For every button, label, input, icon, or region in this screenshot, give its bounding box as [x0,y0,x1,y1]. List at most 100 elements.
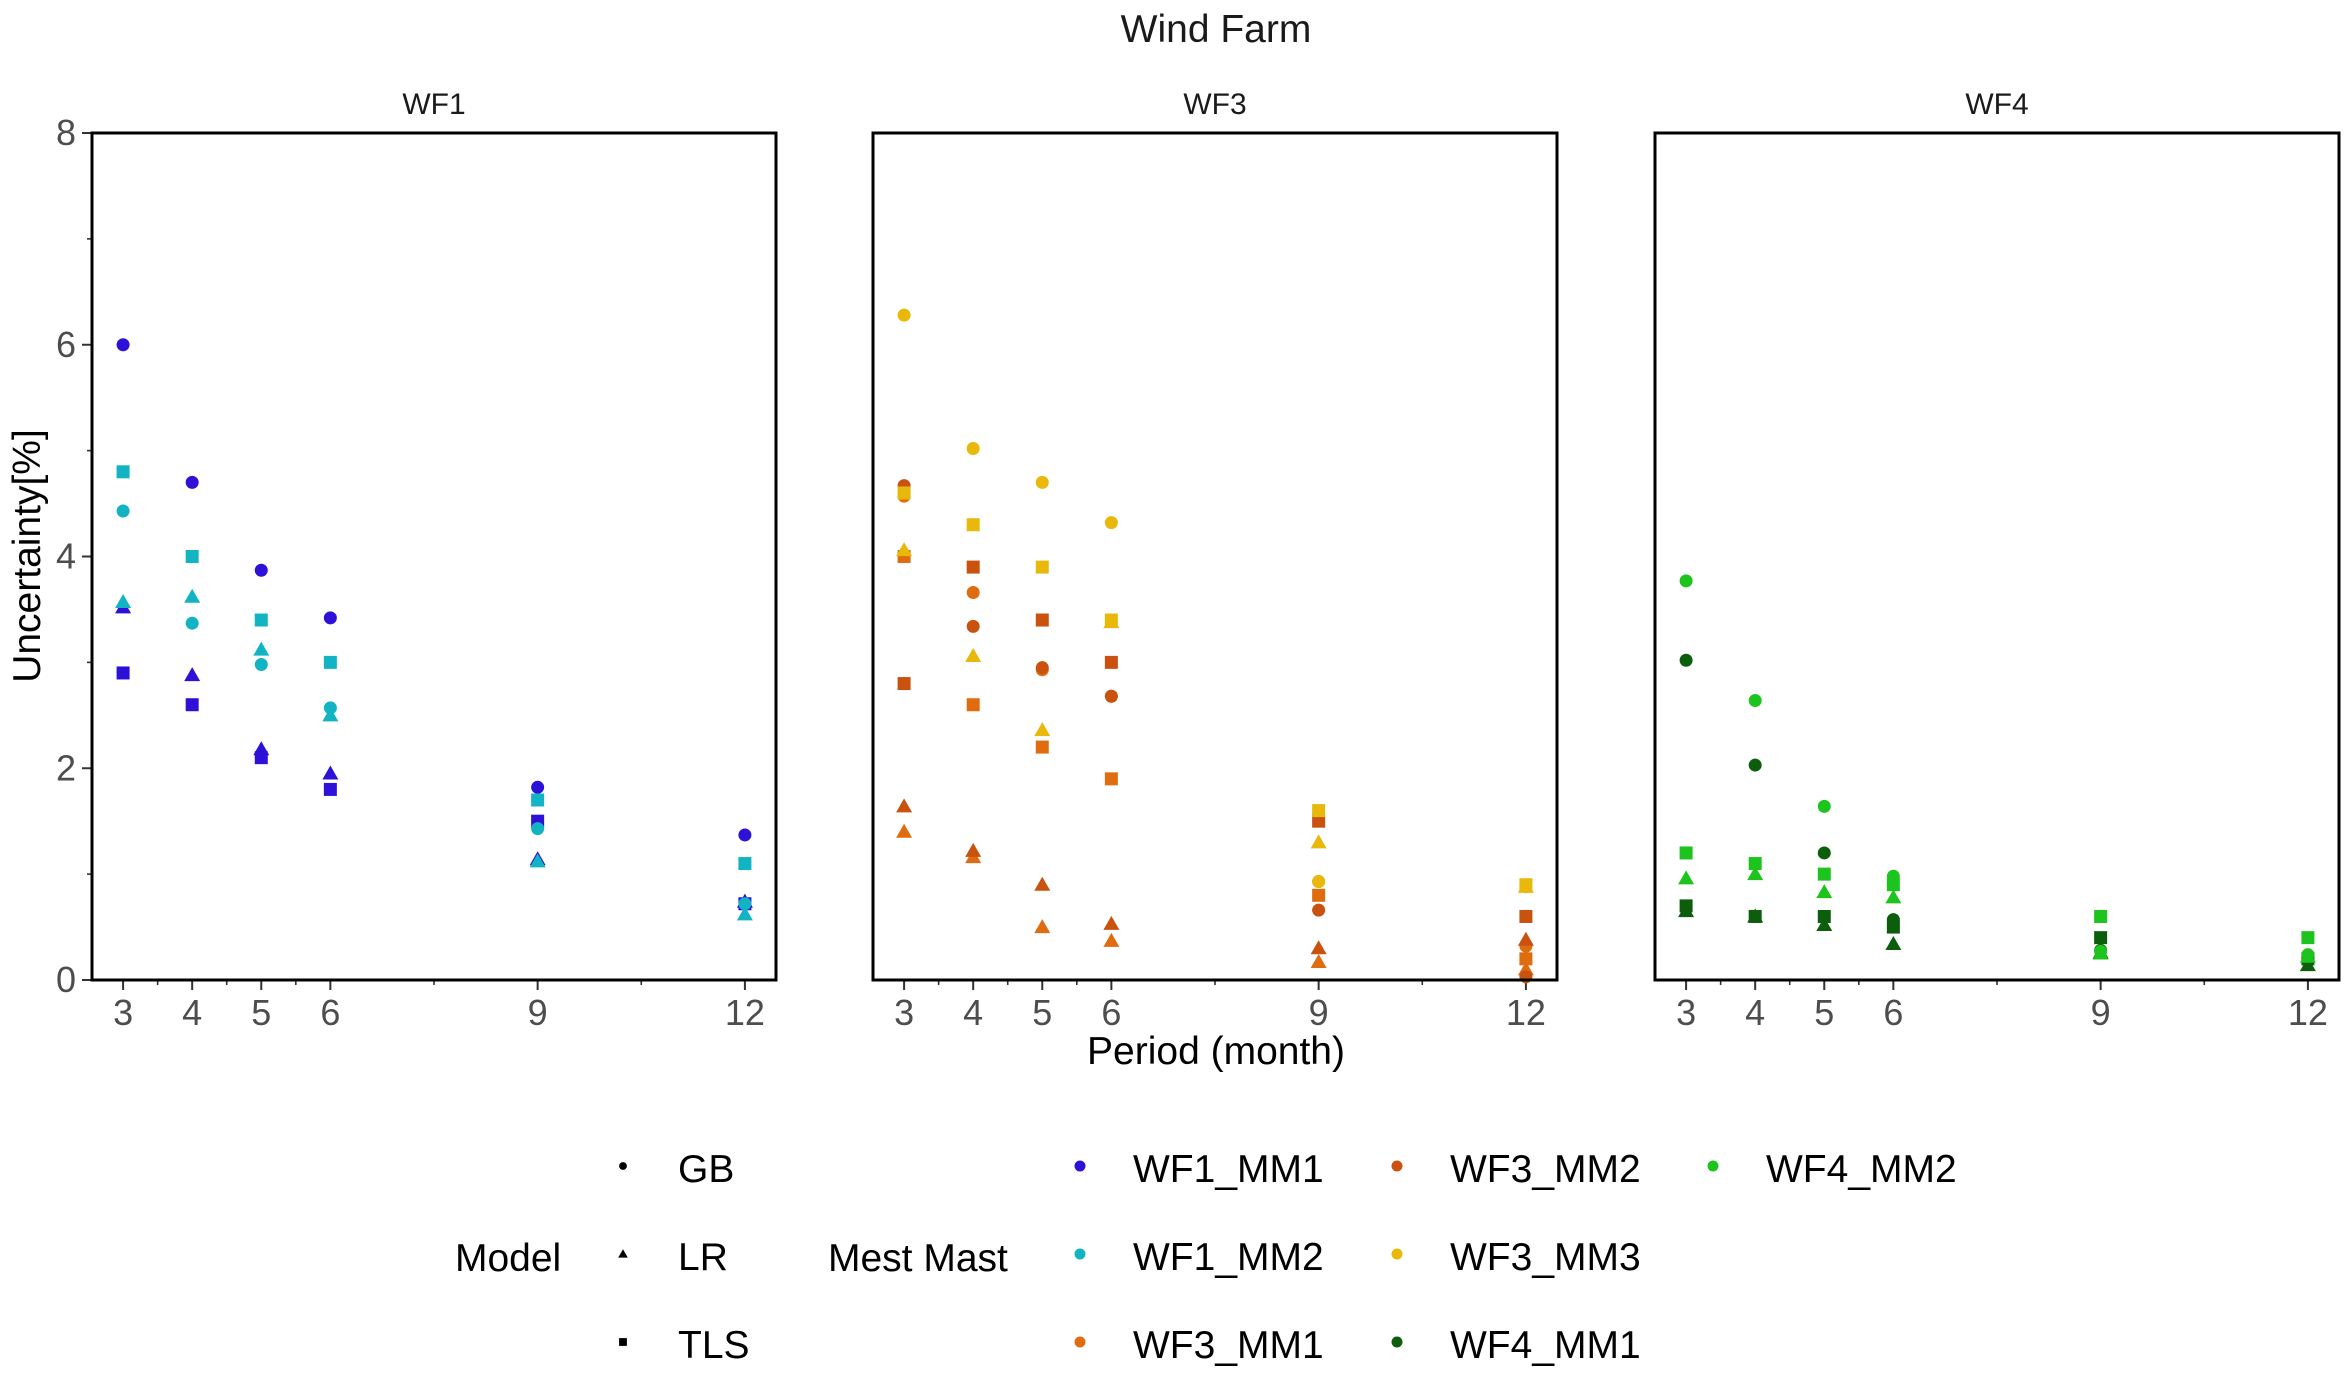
data-point-wf3-mm2-lr [1310,940,1327,955]
x-tick-label: 5 [1032,992,1052,1033]
data-point-wf1-mm1-tls [323,782,337,796]
legend-key-gb [619,1162,627,1170]
data-point-wf3-mm2-lr [1517,931,1534,946]
data-point-wf4-mm1-tls [2094,931,2108,945]
data-point-wf4-mm2-tls [2301,931,2315,945]
panel-title-wf4: WF4 [1965,88,2028,121]
legend-key-wf3-mm2 [1391,1160,1403,1172]
legend-label-wf4-mm1: WF4_MM1 [1450,1324,1641,1367]
data-point-wf4-mm2-gb [1748,693,1762,707]
data-point-wf3-mm2-tls [1312,814,1326,828]
data-point-wf4-mm2-tls [2094,909,2108,923]
legend-key-wf1-mm1 [1074,1160,1086,1172]
legend-label-lr: LR [678,1236,728,1279]
data-point-wf3-mm1-tls [1312,888,1326,902]
data-point-wf4-mm2-tls [1817,867,1831,881]
data-point-wf3-mm2-tls [966,560,980,574]
legend-items: GB LR TLS WF1_MM1 WF1_MM2 WF3_MM1 WF3_MM2 WF3_M… [618,1148,1957,1367]
data-point-wf1-mm2-gb [116,504,130,518]
y-tick-label: 8 [56,112,76,153]
data-point-wf4-mm1-tls [1886,920,1900,934]
data-point-wf1-mm1-gb [738,828,752,842]
legend-label-tls: TLS [678,1324,750,1367]
data-point-wf4-mm1-gb [1748,758,1762,772]
data-point-wf3-mm2-tls [1104,655,1118,669]
data-point-wf3-mm2-gb [1312,903,1326,917]
data-point-wf4-mm1-tls [1817,909,1831,923]
x-tick-label: 6 [320,992,340,1033]
legend-label-wf1-mm2: WF1_MM2 [1133,1236,1324,1279]
data-point-wf1-mm2-lr [253,641,270,656]
x-tick-label: 4 [963,992,983,1033]
data-point-wf3-mm2-tls [1035,613,1049,627]
legend-key-wf3-mm3 [1391,1248,1403,1260]
panel-border [871,131,1559,982]
data-point-wf3-mm2-lr [965,842,982,857]
data-point-wf1-mm2-tls [531,793,545,807]
data-point-wf1-mm1-gb [185,475,199,489]
x-tick-label: 6 [1101,992,1121,1033]
data-point-wf1-mm1-tls [185,698,199,712]
data-point-wf3-mm3-lr [965,648,982,663]
legend-label-wf3-mm1: WF3_MM1 [1133,1324,1324,1367]
data-point-wf1-mm2-lr [736,906,753,921]
data-point-wf3-mm2-lr [1034,876,1051,891]
panel-border [1653,131,2341,982]
x-tick-label: 9 [1309,992,1329,1033]
data-point-wf3-mm3-lr [1034,722,1051,737]
data-point-wf4-mm1-gb [1817,846,1831,860]
chart-title: Wind Farm [1121,8,1312,51]
data-point-wf4-mm2-tls [1679,846,1693,860]
data-point-wf3-mm3-lr [896,542,913,557]
legend-color-title: Mest Mast [828,1237,1008,1280]
legend-key-wf1-mm2 [1074,1248,1086,1260]
x-tick-label: 3 [113,992,133,1033]
data-point-wf4-mm1-tls [1679,899,1693,913]
legend: Model Mest Mast GB LR TLS WF1_MM1 WF1_MM2 WF3… [455,1148,1957,1367]
data-point-wf3-mm1-lr [1034,919,1051,934]
panel-border [90,131,778,982]
legend-label-wf4-mm2: WF4_MM2 [1766,1148,1957,1191]
data-point-wf3-mm1-lr [1103,932,1120,947]
data-point-wf3-mm3-gb [1035,475,1049,489]
y-tick-label: 4 [56,536,76,577]
y-tick-label: 6 [56,324,76,365]
x-tick-label: 5 [251,992,271,1033]
legend-label-wf3-mm3: WF3_MM3 [1450,1236,1641,1279]
data-point-wf3-mm2-tls [897,677,911,691]
data-point-wf3-mm3-tls [966,518,980,532]
x-tick-label: 6 [1883,992,1903,1033]
legend-key-wf3-mm1 [1074,1336,1086,1348]
legend-key-lr [618,1249,628,1258]
data-point-wf3-mm1-lr [896,823,913,838]
legend-key-wf4-mm1 [1391,1336,1403,1348]
y-axis-title: Uncertainty[%] [6,429,49,683]
data-point-wf4-mm1-lr [1885,936,1902,951]
data-point-wf3-mm1-gb [966,585,980,599]
legend-label-wf3-mm2: WF3_MM2 [1450,1148,1641,1191]
data-point-wf1-mm1-gb [323,611,337,625]
data-point-wf1-mm2-gb [254,657,268,671]
data-point-wf1-mm2-tls [323,655,337,669]
data-point-wf1-mm2-gb [185,616,199,630]
x-tick-label: 5 [1814,992,1834,1033]
data-point-wf3-mm1-lr [1310,954,1327,969]
data-point-wf3-mm3-tls [1312,804,1326,818]
x-tick-label: 3 [894,992,914,1033]
x-tick-label: 9 [2091,992,2111,1033]
panel-title-wf1: WF1 [402,88,465,121]
data-point-wf4-mm2-lr [2299,948,2316,963]
data-point-wf3-mm3-tls [1104,613,1118,627]
panel-wf3: WF3 3 4 5 6 9 12 [871,88,1559,1033]
y-tick-label: 2 [56,747,76,788]
data-point-wf1-mm2-tls [254,613,268,627]
data-point-wf1-mm1-tls [254,751,268,765]
data-point-wf4-mm2-lr [2092,945,2109,960]
data-point-wf3-mm3-tls [897,486,911,500]
data-point-wf1-mm1-gb [254,563,268,577]
data-point-wf1-mm2-gb [531,822,545,836]
data-point-wf4-mm2-gb [1817,799,1831,813]
data-point-wf3-mm1-tls [1035,740,1049,754]
data-point-wf3-mm2-tls [1519,909,1533,923]
data-point-wf3-mm1-tls [1104,772,1118,786]
